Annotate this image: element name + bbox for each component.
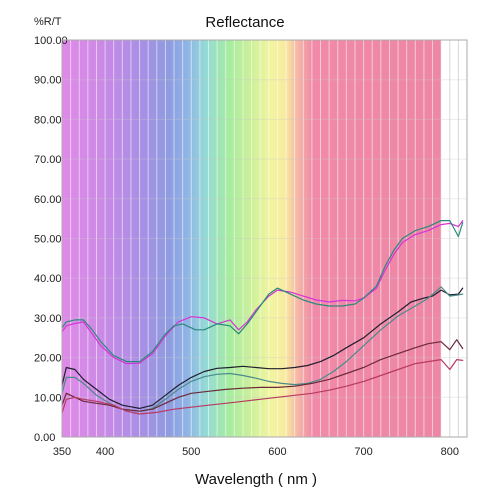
- y-tick-label: 60.00: [34, 194, 62, 206]
- chart-title: Reflectance: [205, 14, 284, 31]
- x-tick-label: 350: [53, 446, 71, 458]
- tick-labels: 0.00 10.00 20.00 30.00 40.00 50.00 60.00 70.00 8…: [34, 35, 459, 458]
- y-tick-label: 80.00: [34, 114, 62, 126]
- y-tick-label: 20.00: [34, 353, 62, 365]
- y-tick-label: 10.00: [34, 392, 62, 404]
- y-tick-label: 100.00: [34, 35, 68, 47]
- x-tick-label: 700: [354, 446, 372, 458]
- data-series: [61, 220, 464, 415]
- x-axis-label: Wavelength ( nm ): [195, 471, 317, 488]
- x-tick-label: 400: [96, 446, 114, 458]
- series-line-5: [61, 339, 464, 412]
- y-tick-label: 0.00: [34, 432, 55, 444]
- series-line-3: [61, 287, 464, 409]
- y-tick-label: 30.00: [34, 313, 62, 325]
- plot-frame: [61, 39, 468, 438]
- y-tick-label: 70.00: [34, 154, 62, 166]
- series-line-6: [61, 359, 464, 415]
- x-tick-label: 500: [182, 446, 200, 458]
- x-tick-label: 800: [441, 446, 459, 458]
- y-tick-label: 50.00: [34, 234, 62, 246]
- y-axis-label: %R/T: [34, 16, 62, 28]
- series-line-2: [61, 220, 464, 363]
- y-tick-label: 90.00: [34, 75, 62, 87]
- y-tick-label: 40.00: [34, 273, 62, 285]
- x-tick-label: 600: [268, 446, 286, 458]
